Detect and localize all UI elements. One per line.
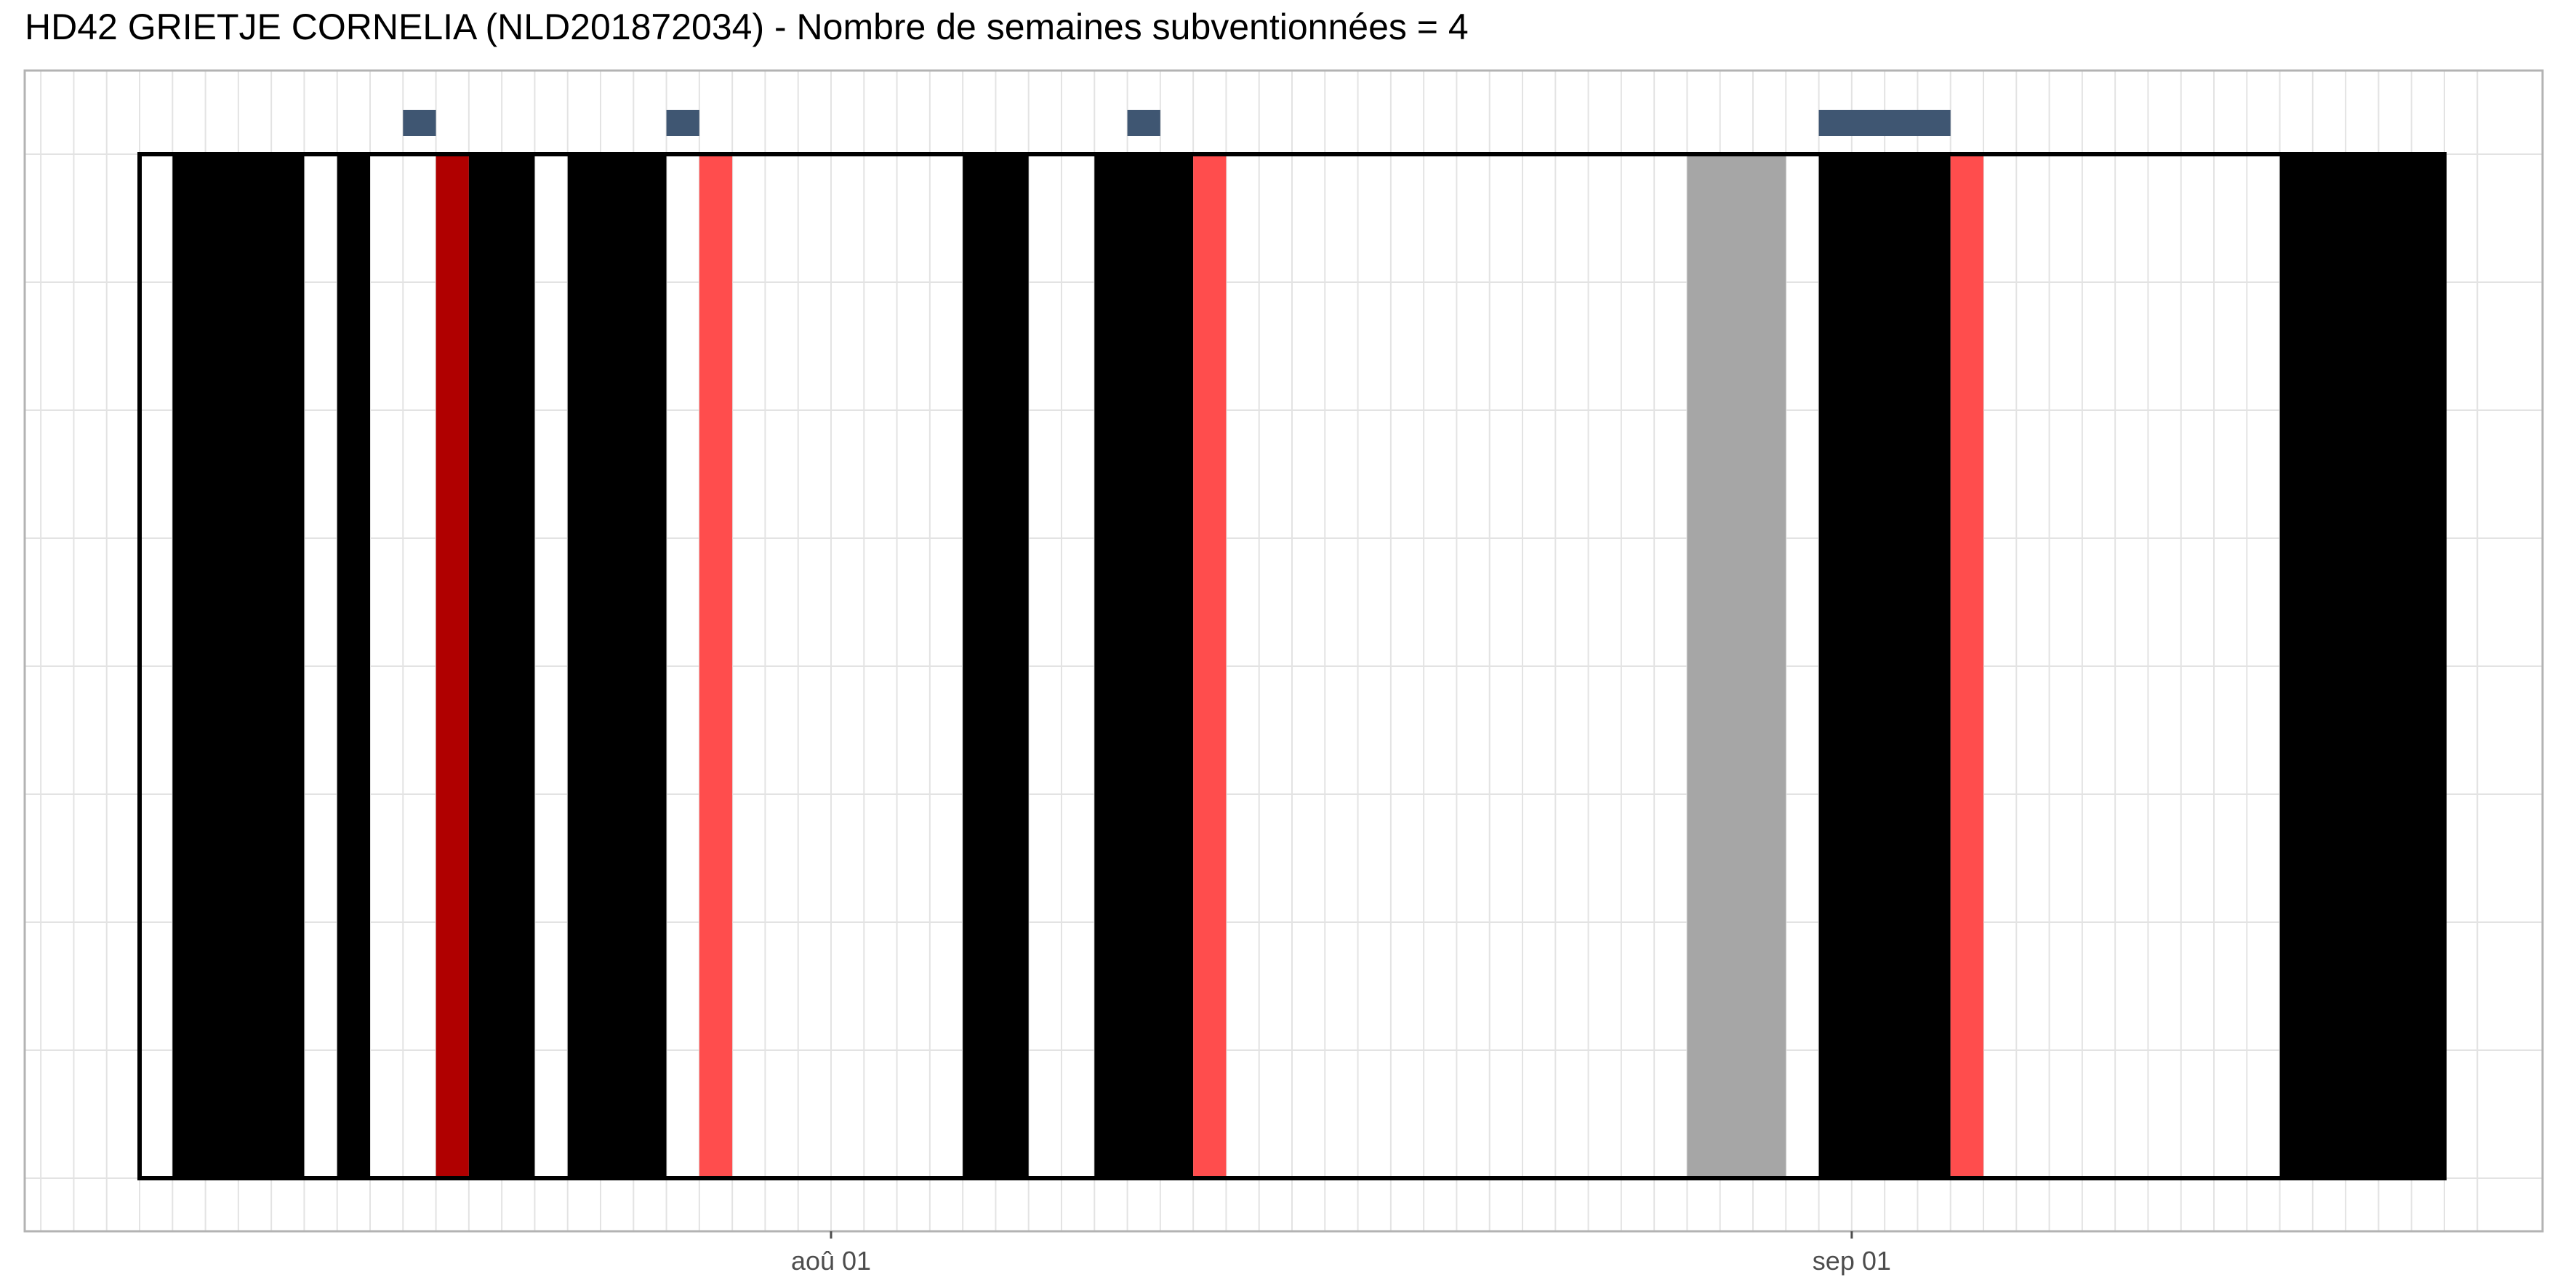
interval-bar-grey bbox=[1687, 154, 1786, 1178]
interval-bar-black bbox=[337, 154, 370, 1178]
interval-bar-black bbox=[963, 154, 1029, 1178]
chart-title: HD42 GRIETJE CORNELIA (NLD201872034) - N… bbox=[25, 7, 1469, 47]
interval-bar-black bbox=[172, 154, 305, 1178]
interval-bar-red-light bbox=[699, 154, 733, 1178]
interval-bars bbox=[172, 154, 2444, 1178]
interval-bar-black bbox=[2279, 154, 2444, 1178]
interval-bar-black bbox=[1818, 154, 1951, 1178]
interval-bar-black bbox=[1094, 154, 1194, 1178]
subsidy-markers bbox=[403, 110, 1951, 136]
plot-panel-border bbox=[23, 69, 2544, 1233]
interval-bar-red-light bbox=[1193, 154, 1227, 1178]
subsidy-marker bbox=[403, 110, 436, 136]
x-axis-ticks: aoû 01 sep 01 bbox=[791, 1231, 1891, 1276]
interval-bar-red-dark bbox=[436, 154, 469, 1178]
interval-bar-black bbox=[468, 154, 535, 1178]
subsidy-marker bbox=[1127, 110, 1160, 136]
timeline-frame bbox=[137, 152, 2447, 1180]
x-tick-label: aoû 01 bbox=[791, 1246, 871, 1276]
subsidy-marker bbox=[1818, 110, 1951, 136]
interval-bar-black bbox=[567, 154, 667, 1178]
interval-bar-red-light bbox=[1950, 154, 1983, 1178]
x-tick-label: sep 01 bbox=[1813, 1246, 1891, 1276]
subsidy-marker bbox=[666, 110, 699, 136]
